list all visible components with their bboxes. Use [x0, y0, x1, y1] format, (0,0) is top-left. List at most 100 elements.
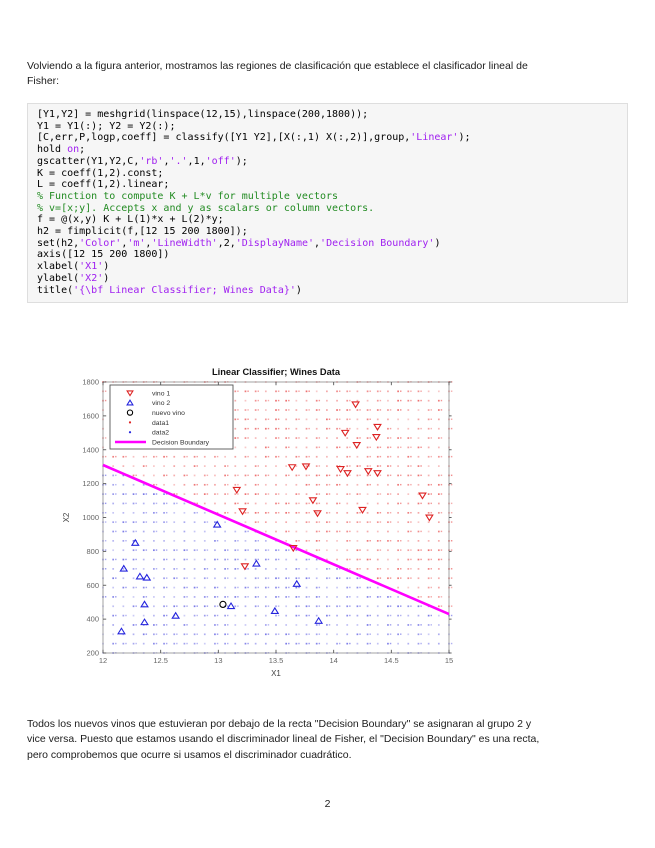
region-dot: [203, 540, 206, 542]
region-dot: [389, 614, 392, 617]
region-dot: [196, 493, 198, 495]
region-dot: [315, 427, 318, 430]
region-dot: [275, 446, 277, 449]
region-dot: [135, 586, 137, 589]
region-dot: [196, 586, 198, 589]
scatter-point-vino-1: [308, 497, 318, 505]
region-dot: [437, 633, 440, 636]
region-dot: [359, 549, 361, 551]
code-text: ,: [314, 237, 321, 249]
region-dot: [142, 540, 145, 542]
region-dot: [417, 511, 420, 514]
region-dot: [267, 418, 270, 420]
code-string: 'Linear': [410, 132, 459, 144]
region-dot: [400, 483, 402, 486]
region-dot: [397, 614, 399, 617]
region-dot: [359, 493, 361, 495]
region-dot: [338, 502, 341, 505]
region-dot: [328, 511, 331, 514]
region-dot: [315, 521, 318, 524]
region-dot: [193, 530, 196, 533]
region-dot: [257, 474, 259, 477]
region-dot: [132, 549, 135, 552]
region-dot: [318, 465, 321, 467]
region-dot: [389, 624, 392, 626]
region-dot: [104, 511, 107, 514]
region-dot: [244, 483, 247, 486]
region-dot: [349, 493, 351, 495]
region-dot: [142, 614, 145, 617]
region-dot: [254, 399, 257, 402]
region-dot: [163, 605, 165, 608]
region-dot: [420, 549, 422, 551]
region-dot: [285, 614, 288, 617]
region-dot: [234, 427, 237, 430]
region-dot: [214, 605, 216, 608]
region-dot: [142, 530, 145, 533]
region-dot: [288, 399, 290, 402]
region-dot: [437, 642, 440, 645]
region-dot: [346, 483, 349, 486]
region-dot: [132, 605, 135, 608]
region-dot: [366, 465, 369, 467]
region-dot: [305, 493, 308, 495]
chart-text: 1000: [82, 513, 99, 522]
region-dot: [338, 446, 341, 449]
region-dot: [244, 511, 247, 514]
region-dot: [349, 390, 351, 392]
region-dot: [206, 521, 209, 523]
region-dot: [387, 465, 389, 467]
region-dot: [359, 521, 361, 523]
region-dot: [122, 474, 125, 477]
region-dot: [298, 633, 300, 635]
region-dot: [417, 483, 420, 486]
region-dot: [407, 493, 410, 495]
region-dot: [308, 483, 310, 486]
region-dot: [417, 633, 420, 636]
region-dot: [203, 624, 206, 626]
region-dot: [308, 521, 310, 523]
region-dot: [397, 474, 399, 477]
region-dot: [122, 493, 125, 495]
region-dot: [203, 511, 206, 514]
region-dot: [288, 577, 290, 579]
region-dot: [288, 549, 290, 551]
region-dot: [234, 624, 237, 626]
region-dot: [155, 502, 158, 505]
region-dot: [359, 605, 361, 607]
region-dot: [328, 614, 331, 617]
chart-text: 1800: [82, 378, 99, 387]
region-dot: [295, 511, 298, 514]
region-dot: [427, 577, 430, 580]
chart-text: 12: [99, 656, 107, 665]
region-dot: [387, 558, 389, 561]
region-dot: [315, 502, 318, 505]
code-text: );: [458, 132, 471, 144]
region-dot: [257, 399, 259, 402]
region-dot: [247, 586, 249, 589]
region-dot: [298, 493, 300, 495]
region-dot: [104, 399, 107, 402]
region-dot: [346, 465, 349, 467]
scatter-point-vino-1: [371, 434, 381, 442]
region-dot: [356, 614, 359, 617]
region-dot: [227, 614, 229, 617]
region-dot: [437, 558, 440, 561]
region-dot: [288, 390, 290, 392]
region-dot: [163, 549, 165, 552]
region-dot: [183, 455, 186, 458]
region-dot: [122, 558, 125, 561]
region-dot: [227, 483, 229, 486]
region-dot: [196, 502, 198, 505]
region-dot: [275, 605, 277, 608]
region-dot: [359, 437, 361, 439]
region-dot: [203, 530, 206, 533]
region-dot: [450, 549, 453, 551]
region-dot: [163, 596, 165, 598]
region-dot: [437, 399, 440, 402]
region-dot: [407, 558, 410, 561]
region-dot: [430, 493, 432, 495]
region-dot: [244, 530, 247, 533]
region-dot: [407, 540, 410, 542]
region-dot: [206, 605, 209, 607]
